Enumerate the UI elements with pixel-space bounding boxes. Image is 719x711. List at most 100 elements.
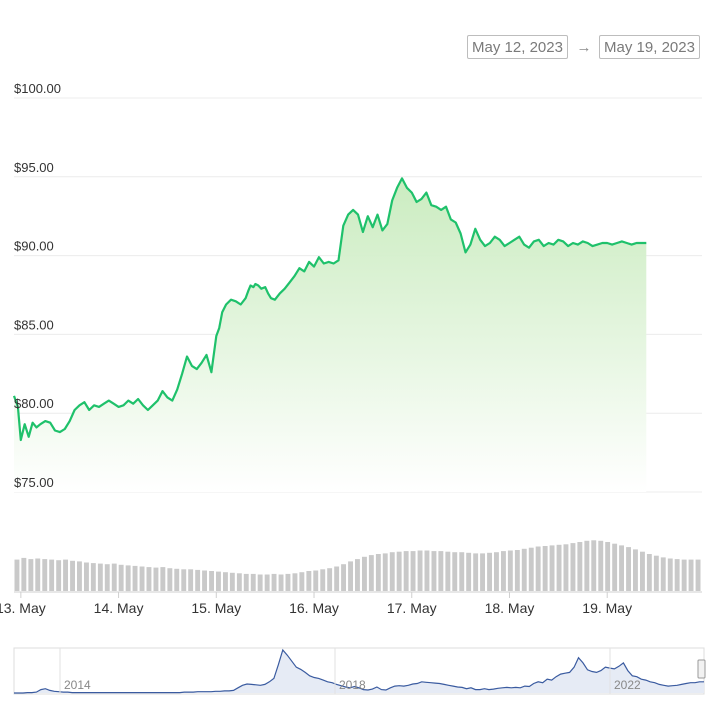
volume-bar [653, 555, 659, 591]
y-tick-label: $80.00 [14, 396, 54, 411]
volume-bar [619, 545, 624, 591]
volume-bar [389, 552, 395, 591]
y-tick-label: $85.00 [14, 317, 54, 332]
price-line [12, 177, 647, 442]
volume-bar [195, 569, 201, 591]
volume-bar [563, 544, 569, 591]
y-tick-label: $100.00 [14, 81, 61, 96]
volume-bars [14, 540, 701, 592]
volume-bar [605, 542, 611, 591]
volume-bar [111, 563, 117, 591]
volume-bar [250, 573, 256, 591]
volume-bar [70, 560, 75, 591]
volume-bar [396, 551, 402, 591]
volume-bar [556, 544, 562, 591]
volume-bar [257, 574, 263, 591]
volume-bar [494, 552, 499, 591]
volume-bar [84, 562, 89, 591]
x-tick-label: 14. May [94, 600, 144, 616]
volume-bar [63, 559, 68, 591]
volume-bar [674, 559, 680, 591]
volume-bar [348, 561, 353, 591]
volume-bar [264, 574, 270, 591]
volume-bar [139, 566, 145, 591]
x-tick-label: 15. May [191, 600, 241, 616]
volume-bar [473, 553, 479, 591]
volume-bar [375, 554, 381, 592]
volume-bar [49, 559, 55, 591]
volume-bar [570, 543, 576, 591]
start-date-input[interactable]: May 12, 2023 [467, 35, 568, 59]
volume-bar [313, 570, 319, 591]
y-tick-label: $75.00 [14, 475, 54, 490]
volume-bar [417, 550, 423, 591]
price-area-fill [14, 178, 647, 492]
volume-bar [633, 549, 638, 591]
navigator-area [14, 650, 704, 693]
volume-bar [382, 553, 388, 591]
x-tick-label: 16. May [289, 600, 339, 616]
volume-bar [278, 574, 284, 591]
volume-bar [271, 573, 277, 591]
x-tick-label: 13. May [0, 600, 46, 616]
volume-bar [181, 569, 187, 591]
volume-bar [646, 554, 652, 592]
end-date-input[interactable]: May 19, 2023 [599, 35, 700, 59]
volume-bar [501, 551, 506, 591]
volume-bar [223, 572, 228, 591]
volume-bar [514, 550, 520, 591]
volume-bar [97, 563, 103, 591]
volume-bar [695, 559, 701, 591]
x-tick-label: 19. May [582, 600, 632, 616]
volume-bar [146, 567, 152, 591]
volume-bar [355, 559, 360, 591]
volume-bar [431, 551, 437, 591]
navigator-handle[interactable] [697, 659, 706, 679]
x-tick-label: 18. May [485, 600, 535, 616]
volume-bar [549, 545, 555, 591]
volume-bar [459, 552, 465, 591]
volume-bar [438, 551, 444, 591]
volume-bar [14, 559, 20, 591]
y-tick-label: $90.00 [14, 239, 54, 254]
volume-bar [640, 551, 645, 591]
volume-bar [56, 560, 62, 591]
volume-bar [528, 547, 534, 591]
volume-bar [410, 551, 416, 591]
volume-bar [292, 573, 298, 591]
volume-bar [21, 557, 27, 591]
range-navigator[interactable]: 2014 2018 2022 [13, 647, 706, 695]
volume-bar [153, 567, 159, 591]
volume-bar [334, 566, 340, 591]
volume-bar [160, 567, 166, 591]
y-axis-ticks: $100.00 $95.00 $90.00 $85.00 $80.00 $75.00 [14, 81, 61, 490]
volume-bar [216, 571, 221, 591]
volume-bar [591, 540, 597, 591]
volume-bar [35, 558, 41, 591]
x-axis-ticks: 13. May 14. May 15. May 16. May 17. May 18. M… [0, 592, 632, 616]
date-range-arrow: → [576, 39, 592, 56]
y-tick-label: $95.00 [14, 160, 54, 175]
volume-bar [132, 565, 138, 591]
volume-bar [535, 546, 541, 591]
volume-bar [320, 569, 326, 591]
volume-bar [202, 570, 207, 591]
volume-bar [243, 573, 249, 591]
volume-bar [285, 573, 291, 591]
volume-bar [487, 552, 492, 591]
volume-bar [362, 556, 367, 591]
volume-bar [209, 571, 214, 591]
volume-bar [424, 550, 430, 591]
volume-bar [236, 573, 242, 591]
navigator-tick-label: 2022 [614, 678, 641, 692]
volume-bar [688, 559, 694, 591]
volume-bar [174, 568, 180, 591]
volume-bar [90, 563, 96, 591]
volume-bar [28, 559, 34, 591]
navigator-tick-label: 2018 [339, 678, 366, 692]
volume-bar [327, 568, 333, 591]
volume-bar [403, 551, 409, 591]
volume-bar [125, 565, 131, 592]
volume-bar [42, 559, 48, 591]
